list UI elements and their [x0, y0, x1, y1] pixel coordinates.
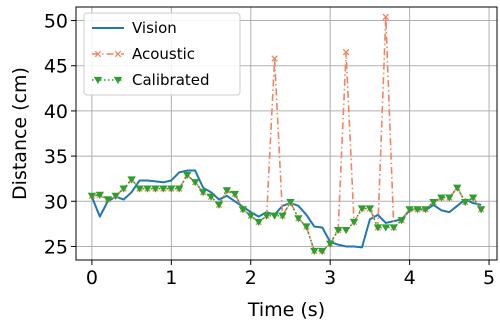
data-point-calibrated [325, 240, 335, 248]
data-point-calibrated [111, 192, 120, 200]
data-point-calibrated [461, 199, 470, 207]
data-point-calibrated [333, 227, 343, 235]
legend-marker-calibrated [93, 76, 103, 84]
data-point-calibrated [310, 247, 319, 255]
legend-entry-calibrated: Calibrated [92, 71, 210, 89]
data-point-calibrated [167, 185, 176, 193]
legend-box [83, 12, 241, 96]
data-point-calibrated [262, 212, 271, 220]
data-point-calibrated [341, 227, 351, 235]
data-point-calibrated [437, 194, 446, 202]
data-point-acoustic [271, 55, 278, 62]
data-point-calibrated [135, 185, 144, 193]
data-point-calibrated [222, 187, 232, 195]
data-point-calibrated [302, 223, 311, 231]
y-axis-label: Distance (cm) [9, 67, 31, 200]
data-point-calibrated [214, 201, 224, 209]
data-point-calibrated [429, 199, 438, 207]
data-point-calibrated [246, 212, 255, 220]
y-tick-label: 30 [44, 191, 68, 213]
data-point-calibrated [127, 176, 136, 184]
data-point-calibrated [397, 217, 406, 225]
data-point-calibrated [286, 199, 295, 207]
data-point-calibrated [381, 224, 390, 232]
data-point-calibrated [349, 218, 359, 227]
series-calibrated [87, 171, 486, 255]
legend-swatch-calibrated [92, 76, 124, 84]
y-tick-label: 50 [44, 11, 68, 33]
data-point-calibrated [365, 205, 375, 213]
data-point-calibrated [294, 215, 303, 223]
data-point-calibrated [119, 185, 128, 193]
x-tick-label: 1 [165, 267, 177, 289]
legend-label-vision: Vision [132, 19, 177, 37]
data-point-calibrated [357, 205, 367, 213]
data-point-calibrated [445, 194, 454, 202]
data-point-calibrated [87, 192, 97, 200]
data-point-calibrated [389, 224, 398, 232]
data-point-calibrated [143, 185, 152, 193]
data-point-calibrated [198, 189, 208, 197]
x-tick-label: 3 [324, 267, 336, 289]
data-point-calibrated [373, 224, 383, 232]
data-point-calibrated [453, 184, 462, 192]
y-tick-label: 45 [44, 56, 68, 78]
x-tick-label: 5 [483, 267, 495, 289]
legend: Vision Acoustic Calibrated [83, 12, 241, 96]
legend-label-acoustic: Acoustic [132, 45, 195, 63]
data-point-calibrated [151, 185, 160, 193]
y-tick-label: 40 [44, 101, 68, 123]
data-point-calibrated [95, 191, 105, 199]
y-tick-label: 35 [44, 146, 68, 168]
data-point-calibrated [476, 206, 486, 214]
legend-label-calibrated: Calibrated [132, 71, 210, 89]
legend-swatch-acoustic [92, 50, 124, 58]
data-point-acoustic [382, 13, 390, 21]
data-point-calibrated [206, 193, 216, 201]
x-tick-label: 4 [404, 267, 416, 289]
plot-frame [75, 6, 498, 261]
data-point-calibrated [103, 196, 112, 204]
legend-marker-acoustic [94, 50, 102, 58]
data-point-calibrated [413, 206, 422, 214]
x-axis-label: Time (s) [247, 299, 325, 321]
data-point-calibrated [405, 206, 414, 214]
data-point-acoustic [342, 48, 350, 56]
data-point-calibrated [270, 212, 279, 220]
data-point-calibrated [238, 206, 248, 214]
legend-entry-vision: Vision [92, 19, 177, 37]
legend-entry-acoustic: Acoustic [92, 45, 195, 63]
series-layer [87, 13, 486, 255]
data-point-calibrated [175, 185, 184, 193]
y-tick-label: 25 [44, 236, 68, 258]
data-point-calibrated [254, 218, 263, 227]
data-point-calibrated [183, 171, 192, 180]
x-tick-label: 2 [245, 267, 257, 289]
legend-marker-acoustic [114, 50, 122, 58]
data-point-calibrated [230, 190, 240, 199]
data-point-calibrated [278, 212, 287, 220]
data-point-calibrated [421, 206, 430, 214]
data-point-calibrated [159, 185, 168, 193]
data-point-calibrated [318, 247, 327, 255]
data-point-calibrated [190, 179, 200, 187]
legend-marker-calibrated [113, 76, 123, 84]
data-point-calibrated [468, 194, 478, 202]
x-tick-label: 0 [86, 267, 98, 289]
